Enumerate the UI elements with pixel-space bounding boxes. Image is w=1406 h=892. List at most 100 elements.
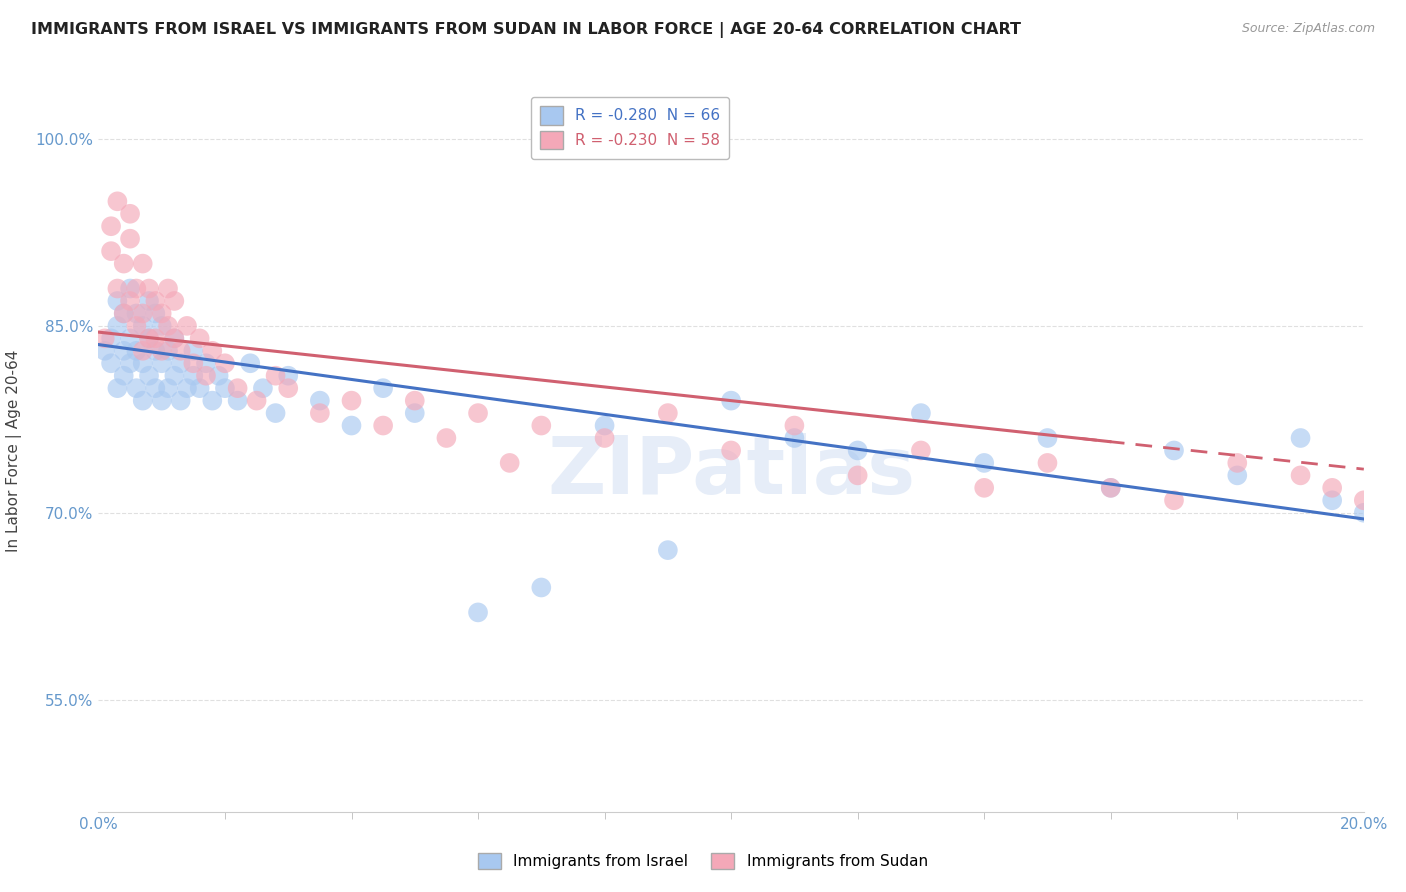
Point [973, 456, 995, 470]
Point [214, 356, 236, 370]
Point [107, 318, 129, 333]
Point [188, 381, 211, 395]
Point [1289, 468, 1312, 483]
Point [100, 219, 122, 234]
Point [1226, 468, 1249, 483]
Point [277, 368, 299, 383]
Point [157, 281, 180, 295]
Point [467, 406, 489, 420]
Point [150, 306, 173, 320]
Point [530, 581, 553, 595]
Point [194, 368, 218, 383]
Point [1099, 481, 1122, 495]
Point [194, 356, 218, 370]
Point [112, 343, 135, 358]
Point [1099, 481, 1122, 495]
Point [467, 606, 489, 620]
Legend: Immigrants from Israel, Immigrants from Sudan: Immigrants from Israel, Immigrants from … [472, 847, 934, 875]
Point [169, 393, 191, 408]
Point [120, 232, 141, 246]
Point [530, 418, 553, 433]
Point [163, 331, 186, 345]
Point [846, 443, 869, 458]
Point [183, 356, 205, 370]
Point [150, 393, 173, 408]
Point [371, 381, 394, 395]
Point [226, 393, 249, 408]
Point [404, 393, 426, 408]
Point [1036, 456, 1059, 470]
Point [340, 393, 363, 408]
Point [138, 331, 160, 345]
Point [246, 393, 269, 408]
Point [145, 381, 166, 395]
Point [107, 293, 129, 308]
Point [176, 318, 198, 333]
Point [593, 418, 616, 433]
Text: ZIPatlas: ZIPatlas [547, 434, 915, 511]
Point [150, 318, 173, 333]
Point [138, 281, 160, 295]
Point [371, 418, 394, 433]
Point [145, 306, 166, 320]
Point [188, 331, 211, 345]
Point [157, 381, 180, 395]
Point [163, 368, 186, 383]
Point [150, 343, 173, 358]
Point [145, 331, 166, 345]
Point [214, 381, 236, 395]
Point [145, 343, 166, 358]
Y-axis label: In Labor Force | Age 20-64: In Labor Force | Age 20-64 [6, 350, 21, 551]
Point [112, 257, 135, 271]
Point [593, 431, 616, 445]
Point [910, 443, 932, 458]
Point [120, 293, 141, 308]
Point [157, 318, 180, 333]
Point [436, 431, 458, 445]
Point [277, 381, 299, 395]
Point [657, 406, 679, 420]
Point [183, 368, 205, 383]
Point [125, 281, 148, 295]
Point [112, 306, 135, 320]
Point [107, 281, 129, 295]
Point [720, 393, 742, 408]
Point [208, 368, 231, 383]
Point [226, 381, 249, 395]
Point [264, 406, 287, 420]
Text: Source: ZipAtlas.com: Source: ZipAtlas.com [1241, 22, 1375, 36]
Point [125, 318, 148, 333]
Point [720, 443, 742, 458]
Point [112, 306, 135, 320]
Point [498, 456, 520, 470]
Point [252, 381, 274, 395]
Point [1036, 431, 1059, 445]
Point [112, 368, 135, 383]
Text: IMMIGRANTS FROM ISRAEL VS IMMIGRANTS FROM SUDAN IN LABOR FORCE | AGE 20-64 CORRE: IMMIGRANTS FROM ISRAEL VS IMMIGRANTS FRO… [31, 22, 1021, 38]
Point [100, 244, 122, 259]
Point [125, 343, 148, 358]
Point [1163, 493, 1185, 508]
Point [138, 331, 160, 345]
Point [973, 481, 995, 495]
Point [404, 406, 426, 420]
Point [340, 418, 363, 433]
Point [132, 356, 155, 370]
Point [120, 207, 141, 221]
Point [132, 257, 155, 271]
Point [1353, 506, 1375, 520]
Point [1353, 493, 1375, 508]
Point [125, 306, 148, 320]
Point [783, 431, 806, 445]
Point [132, 306, 155, 320]
Point [100, 331, 122, 345]
Point [201, 393, 224, 408]
Point [163, 331, 186, 345]
Point [138, 293, 160, 308]
Point [145, 293, 166, 308]
Point [132, 343, 155, 358]
Point [264, 368, 287, 383]
Point [163, 293, 186, 308]
Point [150, 356, 173, 370]
Point [100, 356, 122, 370]
